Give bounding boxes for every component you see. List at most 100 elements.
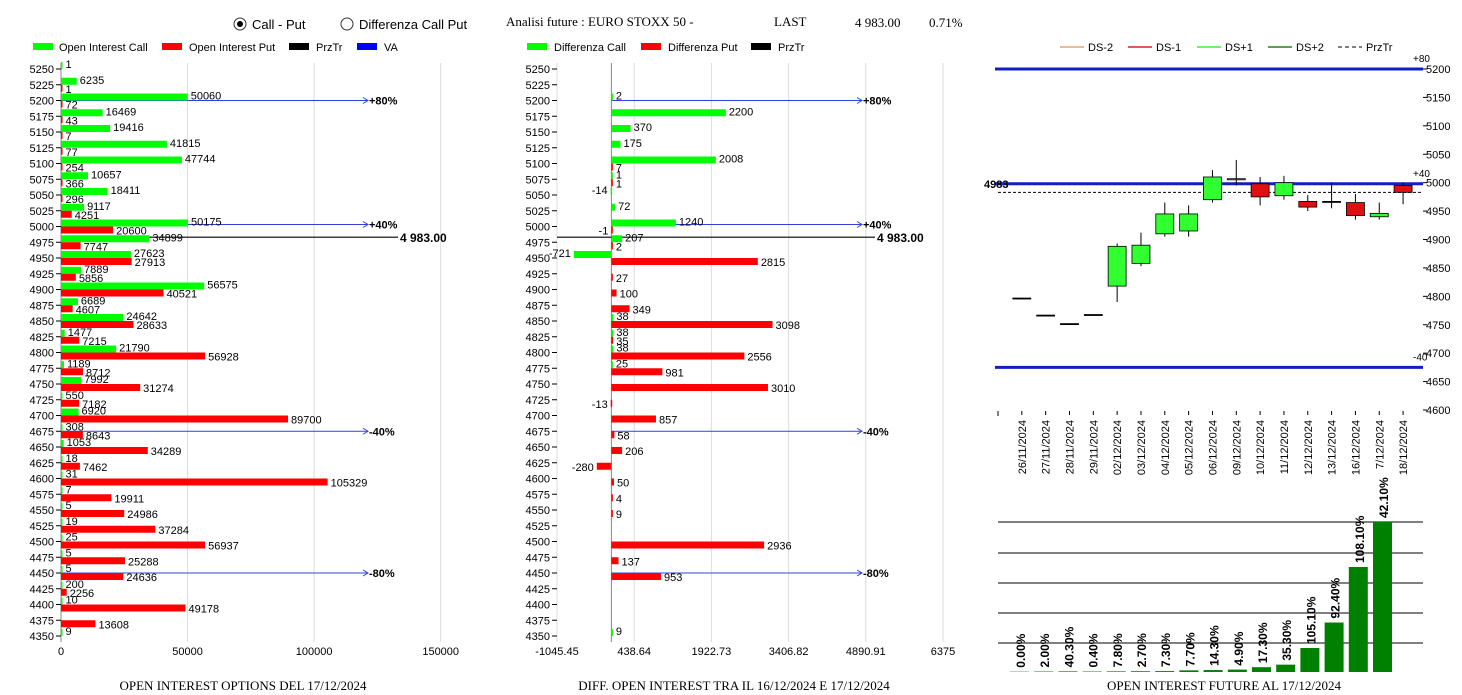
call-value-label: 21790 [119, 343, 150, 355]
radio-call-put[interactable]: Call - Put [233, 17, 306, 32]
strike-label: 4925 [526, 269, 550, 281]
call-value-label: 25 [66, 532, 78, 544]
options-oi-panel: Open Interest Call Open Interest Put Prz… [30, 42, 460, 693]
call-value-label: 1 [66, 59, 72, 71]
put-value-label: -1 [599, 226, 609, 238]
band-label: -40 [1413, 352, 1428, 363]
call-value-label: 56575 [207, 280, 238, 292]
prztr-label: 4983 [984, 179, 1008, 191]
strike-label: 5000 [526, 222, 550, 234]
p2-axis: -1045.45 438.64 1922.73 3406.82 4890.91 6375 5… [526, 64, 956, 658]
p2-title: DIFF. OPEN INTEREST TRA IL 16/12/2024 E … [578, 678, 890, 693]
oi-future-label: 14.30% [1208, 625, 1222, 666]
put-bar [611, 415, 656, 423]
oi-future-bar [1373, 522, 1392, 672]
put-bar [61, 273, 76, 281]
call-value-label: 25 [616, 358, 628, 370]
put-value-label: 19911 [114, 493, 144, 505]
call-bar [61, 550, 63, 558]
radio-call-put-label: Call - Put [252, 17, 306, 32]
x-tick-label: 438.64 [617, 646, 651, 658]
call-value-label: 72 [618, 201, 630, 213]
put-value-label: -13 [592, 399, 608, 411]
radio-differenza[interactable]: Differenza Call Put [340, 17, 468, 32]
x-tick-label: 100000 [296, 646, 333, 658]
put-bar [61, 478, 328, 486]
candle-body [1393, 185, 1413, 193]
strike-label: 4375 [526, 615, 550, 627]
oi-future-bar [1348, 567, 1368, 672]
call-value-label: 50060 [191, 91, 222, 103]
candle-body [1107, 245, 1127, 287]
strike-label: 4625 [30, 458, 54, 470]
call-value-label: 38 [616, 327, 628, 339]
put-bar [611, 478, 614, 486]
call-bar [61, 534, 63, 542]
call-bar [61, 219, 189, 227]
candle-body [1083, 314, 1103, 316]
level-arrow [362, 221, 369, 228]
date-label: 29/11/2024 [1088, 420, 1100, 474]
level-arrow [362, 97, 369, 104]
candle-panel: DS-2 DS-1 DS+1 DS+2 PrzTr 5200 5150 5100 50… [984, 42, 1450, 475]
call-bar [61, 235, 150, 243]
x-tick-label: 150000 [422, 646, 459, 658]
oi-future-bar [1179, 670, 1199, 672]
put-value-label: 13608 [98, 619, 129, 631]
level-arrow [362, 569, 369, 577]
call-bar [61, 282, 205, 290]
strike-label: 5075 [526, 174, 550, 186]
call-value-label: 200 [66, 579, 84, 591]
strike-label: 4350 [30, 631, 54, 643]
put-bar [611, 384, 768, 391]
call-value-label: 175 [623, 138, 641, 150]
candle-body [1203, 176, 1222, 201]
strike-label: 5100 [526, 159, 550, 171]
put-value-label: 3010 [771, 383, 795, 395]
oi-future-label: 17.30% [1256, 622, 1270, 663]
call-bar [61, 298, 78, 306]
oi-future-bar [1058, 671, 1078, 672]
level-arrow [856, 427, 863, 435]
call-bar [61, 424, 63, 432]
put-bar [61, 588, 67, 596]
level-label: +80% [863, 96, 892, 108]
date-label: 12/12/2024 [1303, 420, 1315, 475]
y-tick-label: 5100 [1426, 121, 1450, 133]
p2-legend: Differenza Call Differenza Put PrzTr [527, 42, 805, 54]
radio-differenza-label: Differenza Call Put [359, 17, 468, 32]
put-bar [611, 431, 615, 439]
call-value-label: 18411 [111, 185, 141, 197]
put-value-label: 2815 [761, 257, 785, 269]
prztr-label: 4 983.00 [400, 231, 447, 245]
put-bar [61, 352, 206, 360]
level-arrow [856, 221, 863, 228]
radio-differenza-circle[interactable] [340, 17, 354, 31]
call-value-label: -14 [592, 185, 608, 197]
y-tick-label: 4600 [1426, 405, 1450, 417]
call-value-label: 27623 [134, 248, 165, 260]
call-bar [61, 109, 103, 117]
p1-labels: +80% +40% -40% -80% 4 983.00 1 6235 1 50060 72 164… [66, 59, 448, 638]
call-bar [611, 203, 616, 211]
last-change: 0.71% [929, 15, 963, 30]
oi-future-label: 7.70% [1183, 632, 1197, 666]
oi-future-label: 0.00% [1014, 633, 1028, 667]
strike-label: 4550 [30, 505, 54, 517]
call-value-label: 2200 [729, 106, 753, 118]
put-value-label: 58 [617, 430, 629, 442]
put-value-label: 4 [616, 493, 622, 505]
put-bar [611, 179, 613, 187]
strike-label: 4875 [30, 300, 54, 312]
put-value-label: 7747 [84, 241, 108, 253]
date-label: 26/11/2024 [1017, 420, 1029, 474]
call-bar [61, 125, 111, 132]
put-value-label: 349 [633, 304, 651, 316]
call-value-label: 7 [66, 484, 72, 496]
oi-future-label: 2.00% [1038, 633, 1052, 667]
call-value-label: 50175 [191, 217, 222, 229]
candle-body [1226, 178, 1246, 181]
legend-label-diff-prztr: PrzTr [778, 42, 805, 54]
p1-axis: 0 50000 100000 1500005250522552005175515051… [30, 64, 460, 658]
